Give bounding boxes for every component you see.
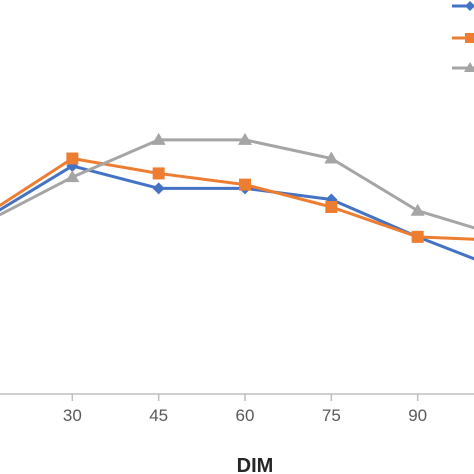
legend: [452, 1, 474, 72]
x-ticks: [71, 394, 419, 401]
x-tick-label: 75: [322, 406, 341, 425]
series-line: [0, 157, 474, 241]
plot-area: 153045607590105: [0, 1, 474, 425]
x-tick-label: 60: [236, 406, 255, 425]
data-point: [410, 203, 425, 216]
legend-item: [452, 62, 474, 72]
series-layer: [0, 132, 474, 261]
data-point: [152, 167, 165, 180]
data-point: [325, 201, 338, 213]
legend-item: [452, 33, 474, 43]
data-point: [238, 132, 252, 145]
series-square: [0, 152, 474, 243]
x-tick-label: 45: [149, 406, 168, 425]
data-point: [239, 178, 251, 191]
data-point: [324, 151, 339, 164]
data-point: [151, 132, 166, 145]
data-point: [411, 230, 424, 243]
legend-marker: [465, 1, 474, 11]
x-tick-label: 30: [63, 406, 82, 425]
data-point: [66, 152, 79, 165]
data-point: [152, 182, 165, 195]
legend-item: [452, 1, 474, 11]
x-axis-title: DIM: [237, 455, 274, 474]
legend-marker: [464, 62, 474, 72]
x-tick-label: 90: [408, 406, 427, 425]
data-point: [65, 170, 80, 183]
legend-marker: [465, 33, 474, 43]
series-triangle: [0, 132, 474, 230]
x-tick-labels: 153045607590105: [63, 406, 427, 425]
